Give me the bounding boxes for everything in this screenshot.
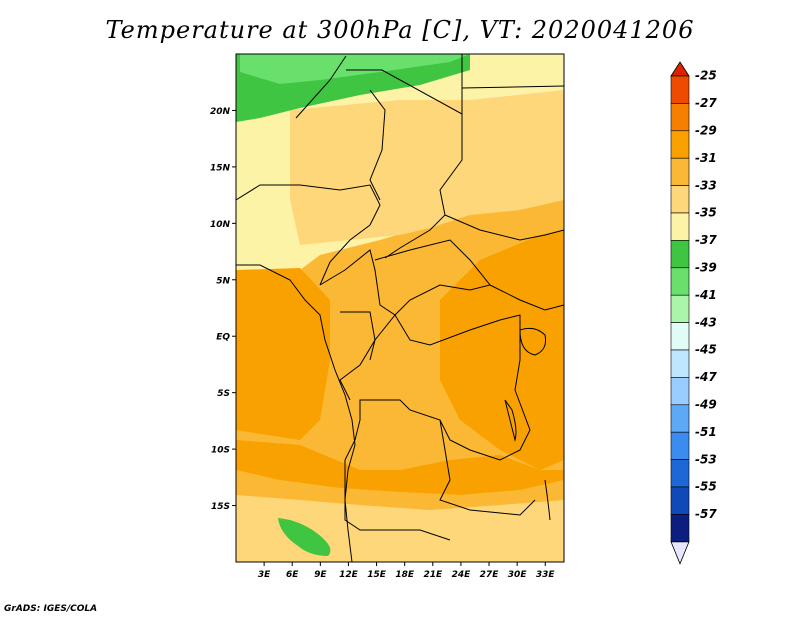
border-libya-chad bbox=[346, 54, 463, 115]
colorbar-label: -43 bbox=[695, 315, 717, 329]
field-band-39 bbox=[240, 54, 470, 84]
colorbar-swatch bbox=[670, 75, 690, 104]
colorbar-label: -55 bbox=[695, 480, 717, 494]
lat-label: 5S bbox=[217, 389, 230, 399]
lon-label: 12E bbox=[339, 570, 359, 580]
colorbar-swatch bbox=[670, 130, 690, 159]
border-zambia bbox=[439, 419, 536, 516]
colorbar-swatch bbox=[670, 294, 690, 323]
lon-label: 3E bbox=[258, 570, 271, 580]
colorbar-swatch bbox=[670, 459, 690, 488]
lat-label: 10S bbox=[211, 446, 230, 456]
border-lake-malawi bbox=[544, 479, 551, 521]
lat-label: 15S bbox=[211, 502, 230, 512]
colorbar-swatch bbox=[670, 212, 690, 241]
lon-label: 27E bbox=[480, 570, 500, 580]
border-coast bbox=[236, 264, 356, 562]
colorbar-label: -45 bbox=[695, 343, 717, 357]
grads-credit: GrADS: IGES/COLA bbox=[4, 604, 98, 614]
lon-label: 9E bbox=[314, 570, 327, 580]
lon-label: 15E bbox=[367, 570, 387, 580]
colorbar-swatch bbox=[670, 322, 690, 351]
border-egypt-sudan bbox=[461, 85, 564, 89]
border-cameroon bbox=[319, 249, 396, 361]
colorbar-swatch bbox=[670, 240, 690, 269]
field-south-blob-37 bbox=[278, 518, 331, 556]
lat-label: EQ bbox=[216, 333, 230, 343]
colorbar-swatch bbox=[670, 431, 690, 460]
colorbar-swatch bbox=[670, 349, 690, 378]
colorbar-label: -27 bbox=[695, 96, 717, 110]
border-lake-tanganyika bbox=[504, 399, 517, 442]
border-ss-south bbox=[489, 284, 564, 311]
colorbar-label: -37 bbox=[695, 233, 717, 247]
colorbar-label: -33 bbox=[695, 178, 717, 192]
border-congo bbox=[339, 311, 376, 401]
chart-title: Temperature at 300hPa [C], VT: 202004120… bbox=[105, 16, 695, 44]
border-drc bbox=[344, 314, 531, 461]
lon-label: 30E bbox=[508, 570, 528, 580]
colorbar-bottom-arrow bbox=[670, 541, 690, 565]
colorbar-swatch bbox=[670, 514, 690, 543]
colorbar-swatch bbox=[670, 486, 690, 515]
colorbar-swatch bbox=[670, 157, 690, 186]
field-band-31-south bbox=[236, 470, 564, 510]
colorbar-swatch bbox=[670, 185, 690, 214]
border-lake-victoria bbox=[519, 327, 546, 356]
colorbar-swatch bbox=[670, 377, 690, 406]
colorbar: -25 -27 -29 -31 -33 -35 -37 -39 -41 -43 -45 -47 -49 -… bbox=[670, 61, 717, 565]
lon-label: 33E bbox=[536, 570, 556, 580]
lat-label: 20N bbox=[210, 107, 231, 117]
map-frame bbox=[235, 53, 565, 563]
colorbar-swatch bbox=[670, 103, 690, 132]
country-borders bbox=[236, 54, 564, 562]
colorbar-label: -53 bbox=[695, 452, 717, 466]
border-libya-niger bbox=[295, 55, 347, 119]
border-niger-chad bbox=[369, 89, 386, 201]
colorbar-swatch bbox=[670, 404, 690, 433]
colorbar-label: -57 bbox=[695, 507, 717, 521]
colorbar-top-arrow bbox=[670, 61, 690, 77]
lat-label: 15N bbox=[210, 163, 231, 173]
latitude-axis: 20N 15N 10N 5N EQ 5S 10S 15S bbox=[210, 107, 236, 512]
colorbar-label: -29 bbox=[695, 124, 717, 138]
longitude-axis: 3E 6E 9E 12E 15E 18E 21E 24E 27E 30E 33E bbox=[258, 562, 556, 580]
lon-label: 6E bbox=[286, 570, 299, 580]
lon-label: 18E bbox=[395, 570, 415, 580]
border-nigeria bbox=[236, 184, 381, 286]
colorbar-label: -35 bbox=[695, 206, 717, 220]
colorbar-label: -47 bbox=[695, 370, 717, 384]
colorbar-label: -49 bbox=[695, 398, 717, 412]
colorbar-swatch bbox=[670, 267, 690, 296]
colorbar-label: -39 bbox=[695, 261, 717, 275]
field-band-33 bbox=[290, 90, 564, 245]
colorbar-label: -51 bbox=[695, 425, 717, 439]
colorbar-label: -25 bbox=[695, 69, 717, 83]
lon-label: 24E bbox=[452, 570, 472, 580]
temperature-field bbox=[236, 54, 564, 562]
field-band-29-south bbox=[236, 440, 564, 495]
lat-label: 10N bbox=[210, 220, 231, 230]
colorbar-label: -41 bbox=[695, 288, 717, 302]
lat-label: 5N bbox=[216, 276, 230, 286]
colorbar-label: -31 bbox=[695, 151, 717, 165]
field-core-29-west bbox=[236, 268, 330, 440]
lon-label: 21E bbox=[423, 570, 443, 580]
border-sudan-ss bbox=[444, 214, 564, 241]
